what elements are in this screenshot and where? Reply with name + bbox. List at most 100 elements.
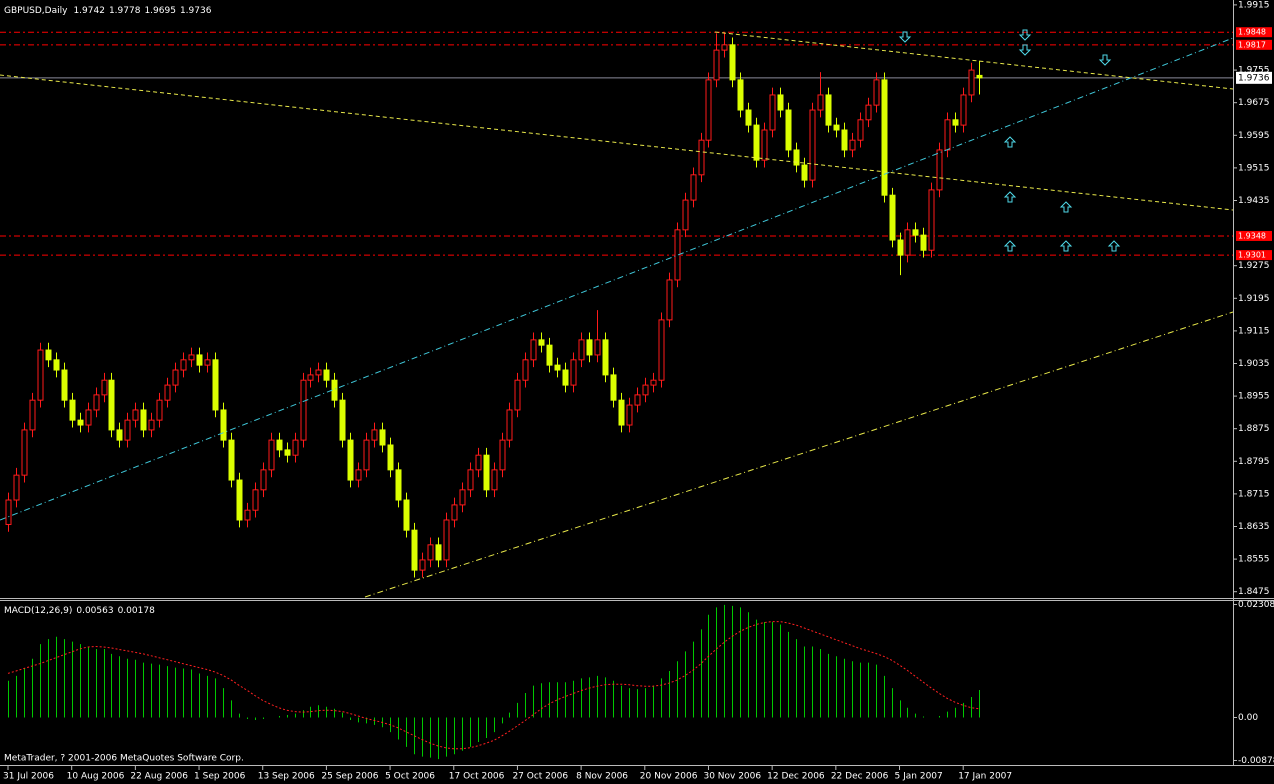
- x-tick-label: 5 Oct 2006: [385, 772, 435, 782]
- arrow-down: [1018, 29, 1032, 41]
- candle-body: [132, 409, 139, 421]
- candle-body: [562, 369, 569, 386]
- y-tick-label: 1.9755: [1238, 66, 1270, 76]
- candle-body: [737, 79, 744, 111]
- level-label: 1.9301: [1238, 251, 1266, 260]
- candle-body: [650, 379, 657, 386]
- candle-body: [658, 319, 665, 381]
- x-tick-label: 22 Aug 2006: [130, 772, 188, 782]
- candle-body: [483, 454, 490, 491]
- candle-body: [459, 489, 466, 506]
- candle-body: [347, 439, 354, 481]
- arrow-up: [1059, 240, 1073, 252]
- candle-body: [530, 339, 537, 361]
- channel-line: [364, 311, 1234, 598]
- arrow-up: [1003, 136, 1017, 148]
- x-tick-label: 22 Dec 2006: [831, 772, 889, 782]
- candle-body: [29, 399, 36, 431]
- y-tick-label: 1.9515: [1238, 163, 1270, 173]
- candle-body: [634, 394, 641, 406]
- candle-body: [21, 429, 28, 476]
- arrow-down: [898, 31, 912, 43]
- candle-body: [69, 399, 76, 421]
- x-tick-label: 12 Dec 2006: [767, 772, 825, 782]
- candle-body: [618, 399, 625, 426]
- candle-body: [889, 194, 896, 241]
- candle-body: [363, 439, 370, 471]
- candle-body: [244, 509, 251, 521]
- candle-body: [721, 44, 728, 51]
- candle-body: [920, 234, 927, 251]
- candle-body: [403, 499, 410, 531]
- x-tick-label: 20 Nov 2006: [640, 772, 698, 782]
- x-tick-label: 10 Aug 2006: [67, 772, 125, 782]
- candle-body: [538, 339, 545, 346]
- candle-body: [952, 119, 959, 126]
- candle-body: [881, 79, 888, 196]
- signal-arrows: [898, 29, 1121, 252]
- arrow-up: [1003, 240, 1017, 252]
- candle-body: [554, 364, 561, 371]
- drawn-objects: [0, 29, 1234, 598]
- level-tag: [1236, 27, 1272, 38]
- candle-body: [713, 49, 720, 81]
- candle-body: [419, 559, 426, 571]
- candle-body: [204, 359, 211, 366]
- candle-body: [578, 339, 585, 361]
- candle-body: [745, 109, 752, 126]
- y-tick-label: 1.8875: [1238, 424, 1270, 434]
- y-tick-label: 1.8955: [1238, 392, 1270, 402]
- candle-body: [841, 129, 848, 151]
- y-tick-label: 1.8635: [1238, 522, 1270, 532]
- x-tick-label: 17 Jan 2007: [958, 772, 1012, 782]
- candle-body: [5, 499, 12, 525]
- candle-body: [594, 339, 601, 356]
- candle-body: [196, 354, 203, 366]
- x-tick-label: 13 Sep 2006: [258, 772, 315, 782]
- candle-body: [912, 229, 919, 236]
- candle-body: [379, 429, 386, 446]
- copyright: MetaTrader, ? 2001-2006 MetaQuotes Softw…: [4, 754, 244, 764]
- candle-body: [236, 479, 243, 521]
- candle-body: [467, 469, 474, 491]
- level-tag: [1236, 230, 1272, 241]
- candle-body: [602, 339, 609, 376]
- candle-body: [284, 449, 291, 456]
- candle-body: [451, 504, 458, 521]
- candle-body: [331, 379, 338, 401]
- candle-body: [785, 109, 792, 151]
- x-tick-label: 1 Sep 2006: [194, 772, 246, 782]
- candle-body: [220, 409, 227, 441]
- candle-body: [570, 359, 577, 386]
- level-label: 1.9817: [1238, 40, 1266, 49]
- candle-body: [976, 74, 983, 79]
- candle-body: [491, 469, 498, 491]
- level-tag: [1236, 250, 1272, 261]
- y-tick-label: 1.9195: [1238, 294, 1270, 304]
- indicator-header: MACD(12,26,9) 0.00563 0.00178: [4, 606, 155, 616]
- candle-body: [188, 354, 195, 361]
- candle-body: [339, 399, 346, 441]
- candle-body: [164, 384, 171, 401]
- ohlc-value: 1.9695: [144, 6, 176, 16]
- candle-body: [729, 44, 736, 81]
- arrow-down: [1018, 44, 1032, 56]
- ohlc-value: 1.9778: [109, 6, 141, 16]
- candle-body: [172, 369, 179, 386]
- y-tick-label: 1.9675: [1238, 98, 1270, 108]
- symbol-title: GBPUSD,Daily: [4, 6, 68, 16]
- candle-body: [37, 349, 44, 401]
- candle-body: [101, 379, 108, 396]
- x-tick-label: 27 Oct 2006: [512, 772, 568, 782]
- histogram: [8, 604, 980, 760]
- candle-body: [753, 124, 760, 161]
- candle-body: [825, 94, 832, 126]
- candle-body: [315, 369, 322, 376]
- y-tick-label: 1.9115: [1238, 326, 1270, 336]
- arrow-up: [1003, 191, 1017, 203]
- candle-body: [698, 139, 705, 176]
- candle-body: [116, 429, 123, 441]
- level-label: 1.9348: [1238, 231, 1266, 240]
- x-tick-label: 5 Jan 2007: [895, 772, 943, 782]
